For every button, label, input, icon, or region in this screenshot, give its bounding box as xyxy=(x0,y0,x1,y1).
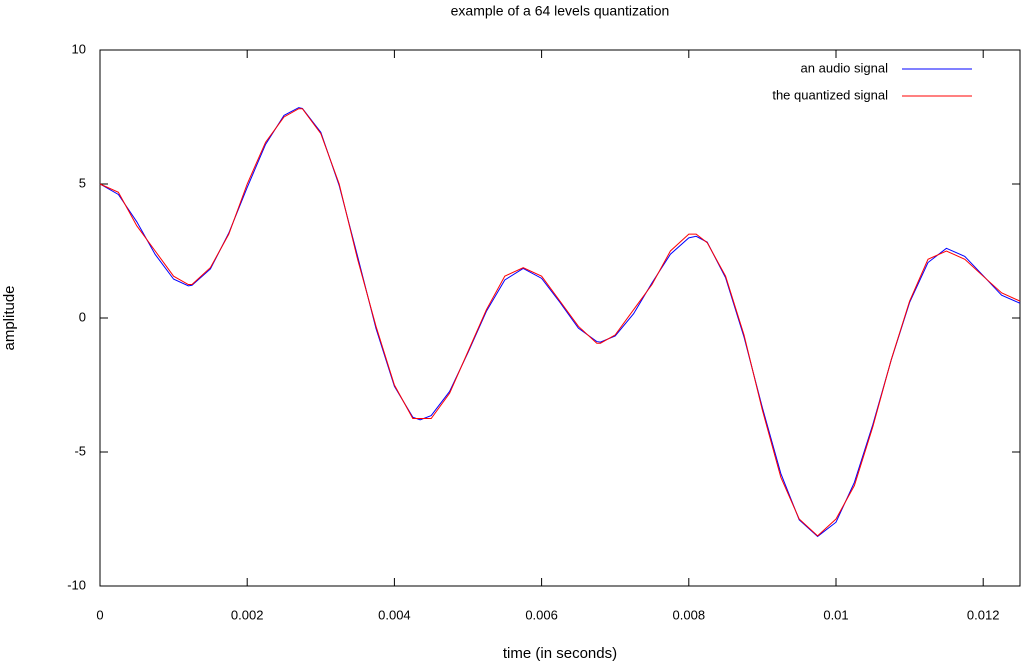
chart-title: example of a 64 levels quantization xyxy=(451,3,670,19)
x-axis-label: time (in seconds) xyxy=(503,645,617,662)
y-axis-label: amplitude xyxy=(1,285,18,350)
series-line xyxy=(99,108,1021,537)
x-tick-label: 0.012 xyxy=(967,607,1000,622)
y-tick-label: -5 xyxy=(74,443,86,458)
legend-label: an audio signal xyxy=(801,60,889,75)
x-tick-label: 0.008 xyxy=(673,607,706,622)
x-tick-label: 0.01 xyxy=(823,607,848,622)
y-tick-label: 0 xyxy=(79,309,86,324)
y-tick-label: -10 xyxy=(67,577,86,592)
y-tick-label: 10 xyxy=(72,41,86,56)
series-line xyxy=(99,107,1021,538)
y-tick-label: 5 xyxy=(79,175,86,190)
x-tick-label: 0.002 xyxy=(231,607,264,622)
plot-frame xyxy=(99,49,1021,587)
x-tick-label: 0.006 xyxy=(525,607,558,622)
x-tick-label: 0 xyxy=(96,607,103,622)
x-tick-label: 0.004 xyxy=(378,607,411,622)
legend-label: the quantized signal xyxy=(772,87,888,102)
